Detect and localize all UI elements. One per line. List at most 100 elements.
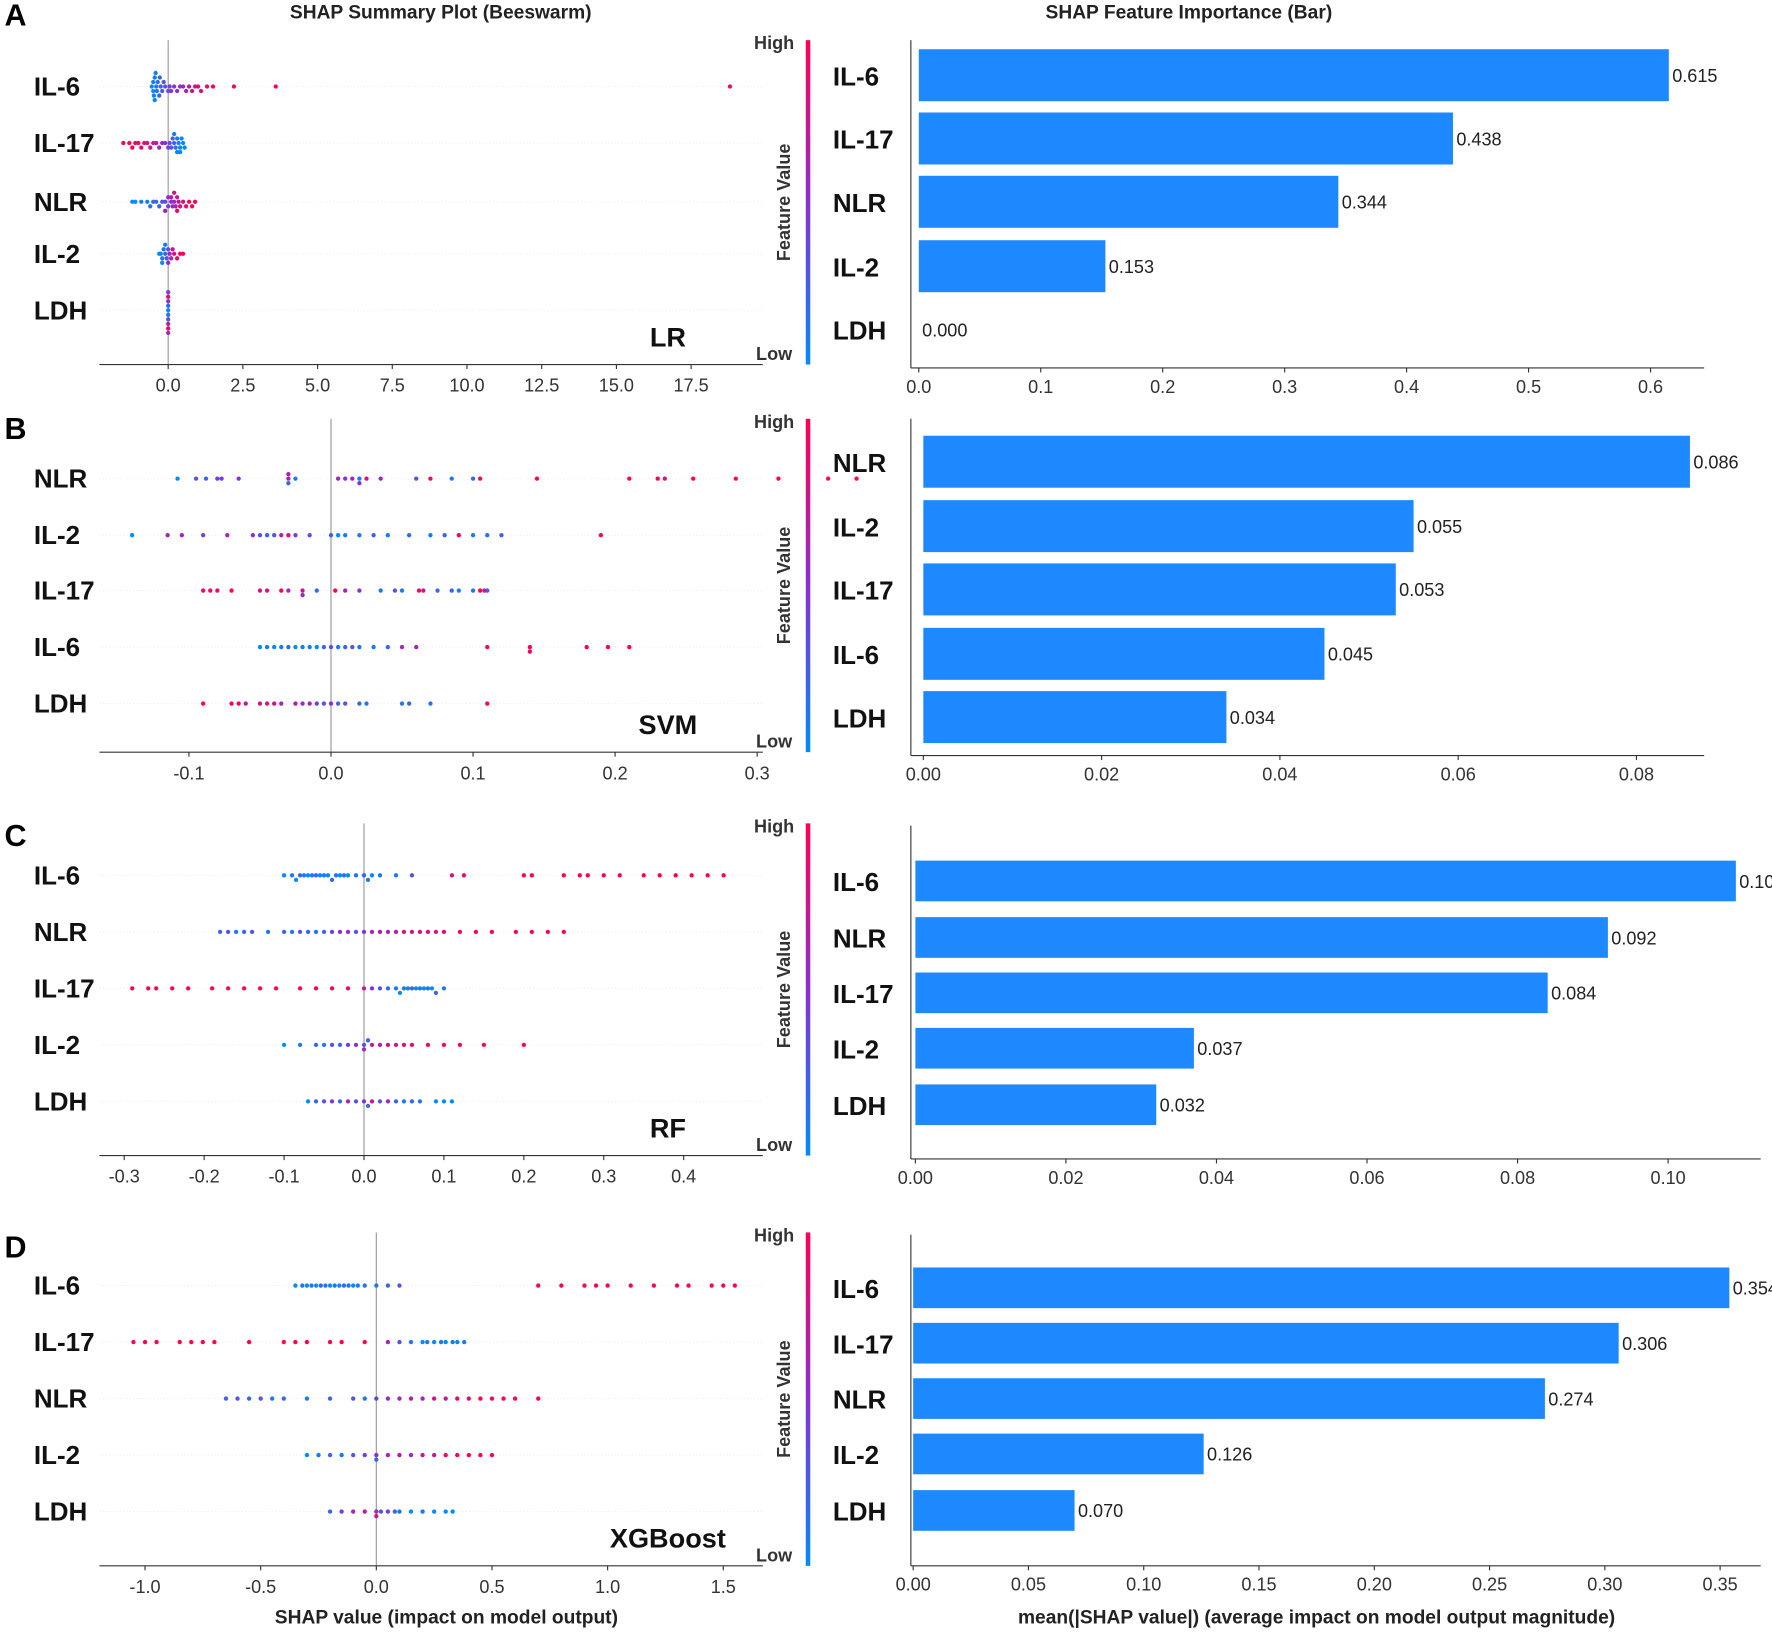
shap-point (425, 929, 431, 934)
model-label: SVM (639, 709, 698, 740)
shap-point (243, 701, 248, 706)
shap-point (293, 533, 298, 538)
shap-point (413, 986, 419, 991)
shap-point (431, 1509, 437, 1514)
shap-point (189, 1339, 194, 1345)
model-label: XGBoost (610, 1523, 726, 1554)
shap-point (215, 476, 220, 481)
shap-point (241, 986, 247, 991)
bar-value-label: 0.070 (1078, 1501, 1123, 1521)
shap-point (328, 701, 334, 706)
shap-point (170, 986, 175, 991)
shap-point (172, 199, 177, 204)
bar-feature-label: IL-6 (833, 1274, 879, 1304)
shap-point (272, 644, 277, 650)
shap-point (420, 1396, 425, 1401)
shap-point (289, 929, 295, 934)
shap-point (172, 190, 177, 195)
shap-point (133, 140, 138, 146)
shap-point (166, 294, 171, 299)
shap-point (327, 1452, 333, 1458)
shap-point (401, 986, 407, 991)
shap-point (154, 1339, 159, 1345)
shap-point (408, 1509, 414, 1514)
shap-point (177, 204, 183, 209)
shap-point (385, 1396, 391, 1401)
shap-point (826, 476, 831, 481)
shap-point (378, 588, 383, 593)
shap-point (257, 986, 263, 991)
feature-label: NLR (34, 464, 88, 494)
shap-point (489, 1396, 495, 1401)
shap-point (273, 84, 278, 89)
x-tick-label: 0.4 (1394, 377, 1419, 397)
shap-point (177, 1339, 182, 1345)
shap-point (357, 644, 362, 650)
shap-point (215, 588, 220, 593)
shap-point (297, 986, 303, 991)
feature-label: IL-2 (34, 1030, 80, 1060)
shap-point (304, 1283, 310, 1288)
shap-point (361, 986, 367, 991)
shap-point (405, 986, 411, 991)
colorbar-title: Feature Value (774, 527, 794, 645)
bar-feature-label: IL-17 (833, 1329, 894, 1359)
shap-point (250, 533, 256, 538)
x-tick-label: 0.04 (1262, 764, 1297, 784)
shap-point (628, 1283, 633, 1288)
shap-point (421, 986, 427, 991)
shap-point (151, 140, 156, 146)
shap-point (279, 533, 284, 538)
shap-point (485, 701, 490, 706)
shap-point (362, 1452, 367, 1458)
shap-point (397, 1339, 402, 1345)
shap-point (428, 701, 433, 706)
shap-point (307, 644, 312, 650)
shap-point (732, 1283, 737, 1288)
x-tick-label: -1.0 (129, 1577, 160, 1597)
shap-point (293, 877, 299, 882)
bar-feature-label: NLR (833, 924, 887, 954)
shap-point (329, 1099, 335, 1104)
x-tick-label: 17.5 (674, 376, 709, 396)
shap-point (374, 1452, 379, 1458)
shap-point (377, 929, 383, 934)
importance-bar (923, 563, 1396, 616)
shap-point (163, 84, 168, 89)
shap-point (443, 1339, 448, 1345)
shap-point (721, 873, 726, 878)
shap-point (286, 644, 291, 650)
x-tick-label: 0.10 (1126, 1575, 1161, 1595)
shap-point (466, 1452, 471, 1458)
shap-point (477, 476, 483, 481)
shap-point (327, 1283, 333, 1288)
shap-point (627, 644, 632, 650)
x-tick-label: 1.0 (595, 1577, 620, 1597)
bar-value-label: 0.034 (1230, 708, 1275, 728)
shap-point (362, 1283, 367, 1288)
x-tick-label: 0.1 (431, 1167, 456, 1187)
shap-point (210, 84, 216, 89)
shap-point (314, 701, 319, 706)
shap-point (442, 533, 447, 538)
x-tick-label: 0.06 (1349, 1168, 1384, 1188)
shap-point (512, 1396, 518, 1401)
shap-point (313, 1042, 319, 1047)
shap-point (686, 1283, 691, 1288)
importance-bar (913, 1267, 1730, 1309)
importance-bar (918, 49, 1669, 102)
shap-point (450, 1509, 455, 1514)
shap-point (457, 929, 463, 934)
shap-point (399, 588, 405, 593)
shap-point (172, 131, 177, 137)
shap-point (155, 79, 160, 85)
shap-point (145, 199, 150, 204)
shap-point (513, 929, 519, 934)
shap-point (174, 88, 180, 94)
x-tick-label: 10.0 (449, 376, 484, 396)
feature-value-colorbar (805, 40, 811, 365)
shap-point (225, 533, 230, 538)
x-tick-label: 0.04 (1199, 1168, 1234, 1188)
shap-point (301, 873, 307, 878)
shap-point (133, 199, 138, 204)
